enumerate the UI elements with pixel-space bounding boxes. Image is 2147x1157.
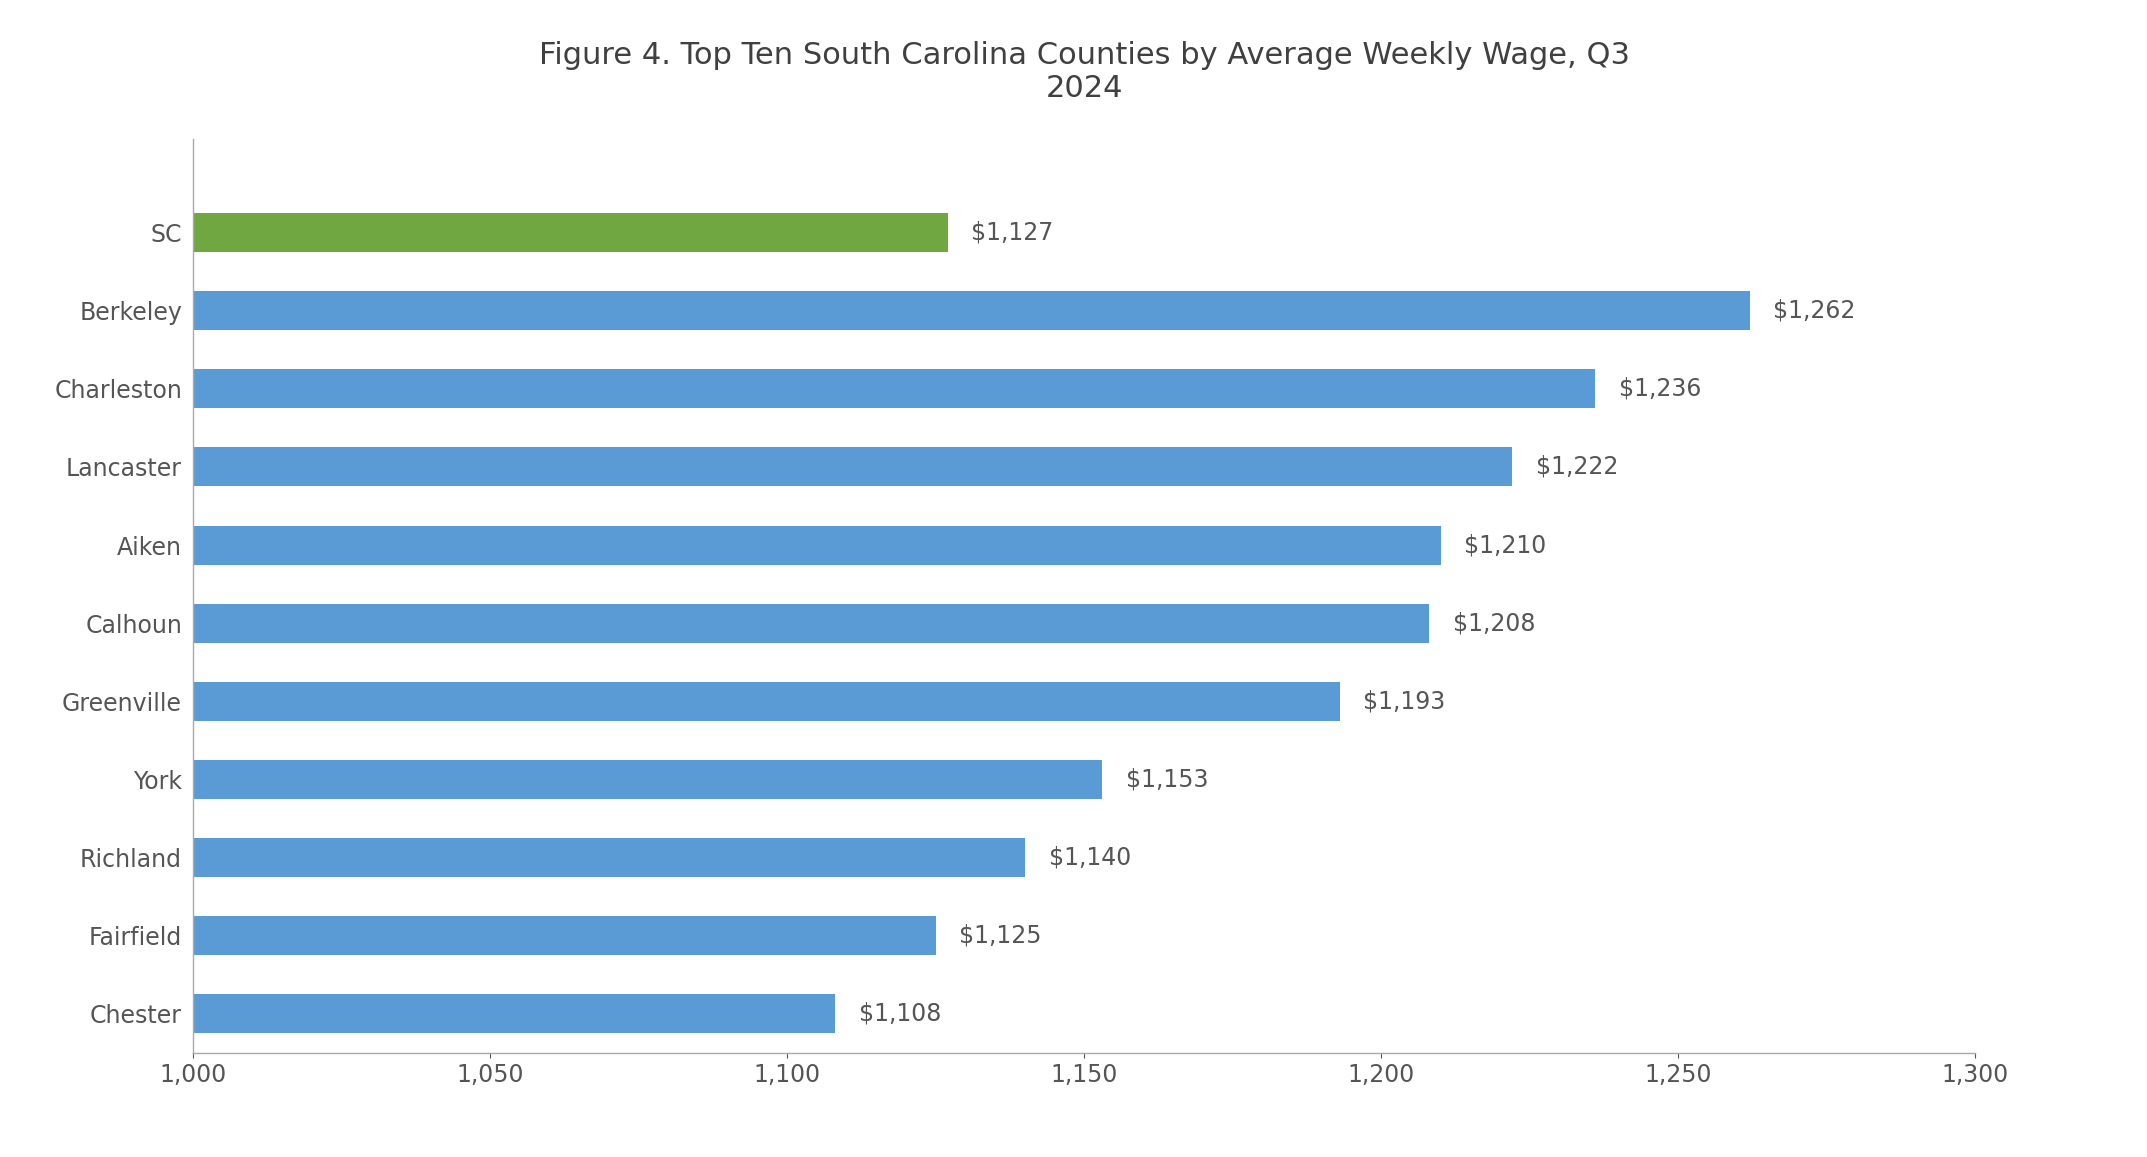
Text: $1,153: $1,153 xyxy=(1125,767,1209,791)
Text: $1,208: $1,208 xyxy=(1454,611,1535,635)
Text: $1,236: $1,236 xyxy=(1619,377,1700,400)
Text: $1,125: $1,125 xyxy=(960,923,1041,948)
Text: $1,193: $1,193 xyxy=(1363,690,1445,714)
Bar xyxy=(193,213,947,252)
Text: $1,127: $1,127 xyxy=(970,221,1054,244)
Bar xyxy=(193,994,835,1033)
Bar xyxy=(193,838,1024,877)
Bar xyxy=(193,369,1595,408)
Bar xyxy=(193,760,1101,799)
Text: $1,210: $1,210 xyxy=(1464,533,1546,557)
Bar xyxy=(193,292,1750,330)
Bar xyxy=(193,604,1428,643)
Text: $1,262: $1,262 xyxy=(1773,299,1855,323)
Bar xyxy=(193,916,936,956)
Text: $1,108: $1,108 xyxy=(859,1002,940,1026)
Bar xyxy=(193,681,1340,721)
Text: $1,222: $1,222 xyxy=(1535,455,1619,479)
Text: $1,140: $1,140 xyxy=(1048,846,1131,870)
Title: Figure 4. Top Ten South Carolina Counties by Average Weekly Wage, Q3
2024: Figure 4. Top Ten South Carolina Countie… xyxy=(539,40,1630,103)
Bar xyxy=(193,525,1441,565)
Bar xyxy=(193,448,1511,486)
